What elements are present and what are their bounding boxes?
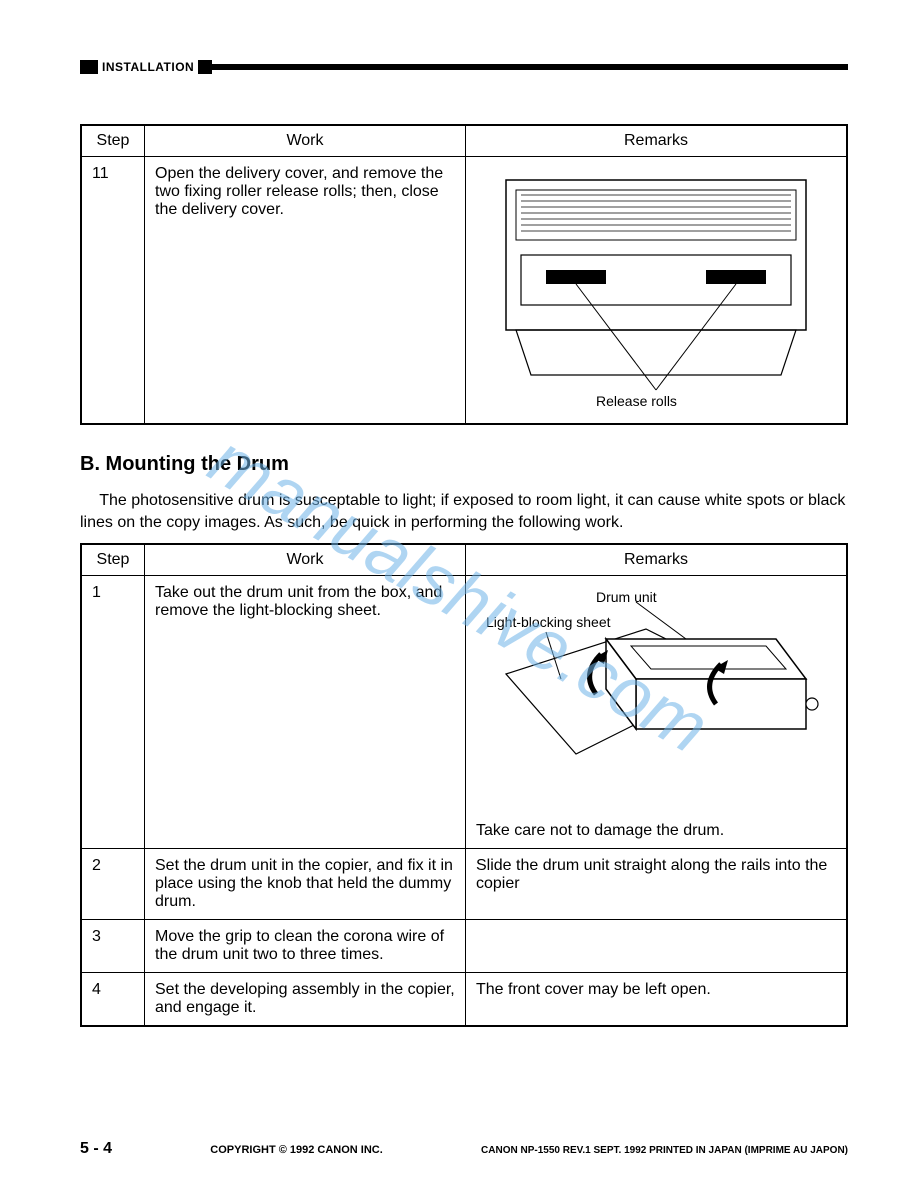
diagram-drum-unit: Light-blocking sheet Drum unit bbox=[476, 584, 836, 814]
cell-work: Set the drum unit in the copier, and fix… bbox=[145, 849, 466, 920]
cell-remarks: Release rolls bbox=[466, 157, 848, 425]
label-drum-unit: Drum unit bbox=[596, 589, 657, 605]
header-rule bbox=[212, 64, 848, 70]
cell-work: Set the developing assembly in the copie… bbox=[145, 973, 466, 1027]
cell-step: 1 bbox=[81, 576, 145, 849]
cell-step: 11 bbox=[81, 157, 145, 425]
table-2: Step Work Remarks 1 Take out the drum un… bbox=[80, 543, 848, 1027]
col-remarks: Remarks bbox=[466, 544, 848, 576]
footer-print-info: CANON NP-1550 REV.1 SEPT. 1992 PRINTED I… bbox=[481, 1145, 848, 1156]
cell-work: Open the delivery cover, and remove the … bbox=[145, 157, 466, 425]
page-number: 5 - 4 bbox=[80, 1140, 112, 1158]
header-block-left bbox=[80, 60, 98, 74]
table-row: 3 Move the grip to clean the corona wire… bbox=[81, 920, 847, 973]
cell-remarks: The front cover may be left open. bbox=[466, 973, 848, 1027]
table-row: 11 Open the delivery cover, and remove t… bbox=[81, 157, 847, 425]
table-header-row: Step Work Remarks bbox=[81, 544, 847, 576]
section-b-heading: B. Mounting the Drum bbox=[80, 453, 848, 476]
header-bar: INSTALLATION bbox=[80, 60, 848, 74]
table-row: 1 Take out the drum unit from the box, a… bbox=[81, 576, 847, 849]
cell-remarks bbox=[466, 920, 848, 973]
cell-work: Take out the drum unit from the box, and… bbox=[145, 576, 466, 849]
footer: 5 - 4 COPYRIGHT © 1992 CANON INC. CANON … bbox=[80, 1140, 848, 1158]
footer-copyright: COPYRIGHT © 1992 CANON INC. bbox=[210, 1144, 383, 1156]
cell-step: 2 bbox=[81, 849, 145, 920]
col-work: Work bbox=[145, 125, 466, 157]
cell-step: 4 bbox=[81, 973, 145, 1027]
col-step: Step bbox=[81, 544, 145, 576]
cell-remarks: Light-blocking sheet Drum unit bbox=[466, 576, 848, 849]
col-work: Work bbox=[145, 544, 466, 576]
remarks-note: Take care not to damage the drum. bbox=[476, 822, 836, 840]
diagram-release-rolls: Release rolls bbox=[476, 165, 836, 415]
cell-step: 3 bbox=[81, 920, 145, 973]
caption-release-rolls: Release rolls bbox=[596, 393, 677, 409]
cell-remarks: Slide the drum unit straight along the r… bbox=[466, 849, 848, 920]
section-b-intro: The photosensitive drum is susceptable t… bbox=[80, 490, 848, 533]
label-light-blocking-sheet: Light-blocking sheet bbox=[486, 614, 611, 630]
table-1: Step Work Remarks 11 Open the delivery c… bbox=[80, 124, 848, 425]
col-step: Step bbox=[81, 125, 145, 157]
table-header-row: Step Work Remarks bbox=[81, 125, 847, 157]
header-block-right bbox=[198, 60, 212, 74]
table-row: 4 Set the developing assembly in the cop… bbox=[81, 973, 847, 1027]
header-label: INSTALLATION bbox=[98, 60, 198, 74]
release-rolls-svg bbox=[476, 165, 836, 415]
col-remarks: Remarks bbox=[466, 125, 848, 157]
table-row: 2 Set the drum unit in the copier, and f… bbox=[81, 849, 847, 920]
cell-work: Move the grip to clean the corona wire o… bbox=[145, 920, 466, 973]
